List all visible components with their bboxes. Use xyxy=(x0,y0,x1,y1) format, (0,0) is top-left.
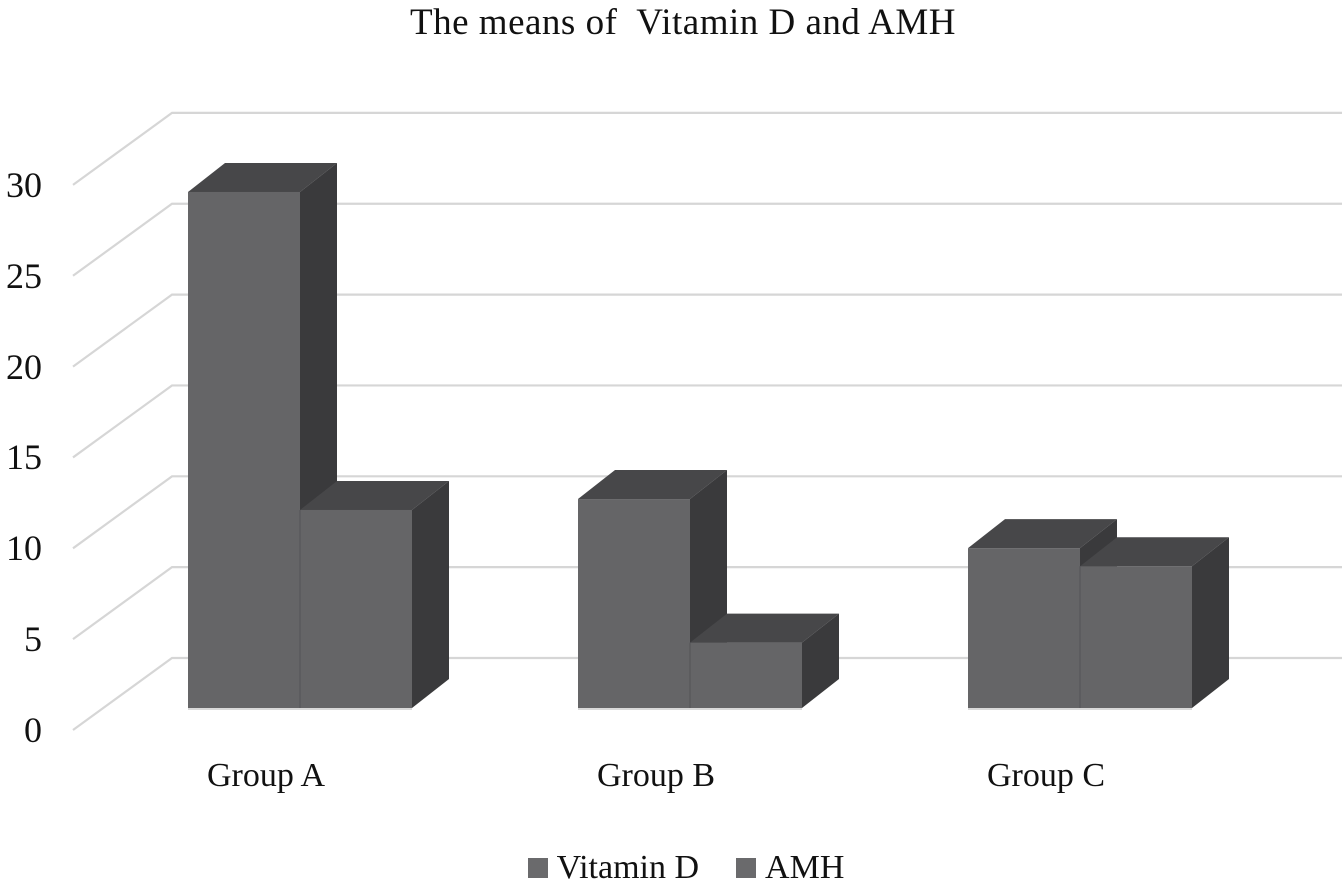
bar-group-b-vitamin-d-top xyxy=(578,470,727,500)
bar-group-a-vitamin-d-top xyxy=(188,162,337,192)
bar-group-c-vitamin-d-front xyxy=(968,548,1080,708)
gridline-15 xyxy=(72,384,1342,459)
bar-group-a-amh-top xyxy=(300,480,449,510)
bar-group-a-amh-front xyxy=(300,509,412,708)
legend-item-amh: AMH xyxy=(736,850,844,886)
gridline-0 xyxy=(72,656,1342,731)
legend-label-vitamin-d: Vitamin D xyxy=(556,849,700,886)
chart-title: The means of Vitamin D and AMH xyxy=(410,2,956,43)
bar-group-c-amh-front xyxy=(1080,566,1192,708)
x-category-label-group-b: Group B xyxy=(596,757,716,794)
legend-marker-vitamin-d-icon xyxy=(527,858,548,878)
gridline-10 xyxy=(72,475,1342,550)
bar-group-c-vitamin-d-top xyxy=(968,519,1117,549)
y-tick-label-5: 5 xyxy=(24,619,42,660)
y-tick-label-15: 15 xyxy=(6,437,42,478)
bar-group-b-amh-front xyxy=(690,642,802,708)
gridline-5 xyxy=(72,566,1342,641)
y-tick-label-20: 20 xyxy=(6,346,42,387)
x-category-label-group-a: Group A xyxy=(206,757,326,794)
gridline-25 xyxy=(72,202,1342,277)
bar-group-c-amh-side xyxy=(1192,537,1229,708)
gridline-30 xyxy=(72,111,1342,186)
legend: Vitamin D AMH xyxy=(0,850,1342,886)
x-category-label-group-c: Group C xyxy=(986,757,1106,794)
legend-label-amh: AMH xyxy=(765,849,845,886)
legend-item-vitamin-d: Vitamin D xyxy=(527,849,700,886)
y-tick-label-25: 25 xyxy=(6,255,42,296)
bar-group-c-amh-top xyxy=(1080,537,1229,567)
y-tick-label-30: 30 xyxy=(6,164,42,205)
bar-group-b-amh-top xyxy=(690,613,839,643)
bar-group-b-amh-side xyxy=(802,613,839,708)
y-tick-label-10: 10 xyxy=(6,528,42,569)
bar-group-b-vitamin-d-front xyxy=(578,499,690,708)
bar-group-a-vitamin-d-front xyxy=(188,191,300,709)
gridline-20 xyxy=(72,293,1342,368)
y-tick-label-0: 0 xyxy=(24,710,42,750)
bar-group-a-amh-side xyxy=(412,480,449,708)
legend-marker-amh-icon xyxy=(736,858,757,878)
